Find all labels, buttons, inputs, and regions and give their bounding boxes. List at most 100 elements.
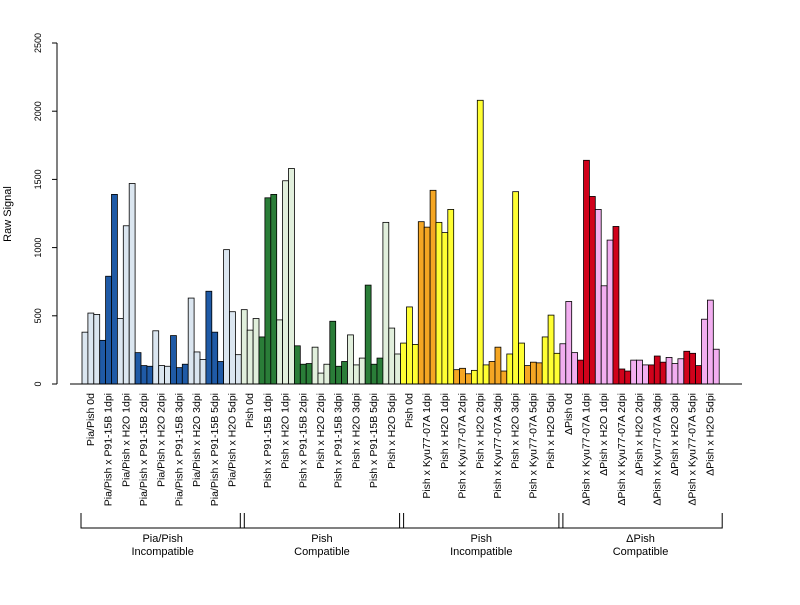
bar (270, 194, 278, 385)
x-tick-label: Pia/Pish x H2O 1dpi (120, 393, 132, 487)
bar-cluster (524, 361, 543, 385)
bar (329, 320, 337, 385)
bar (435, 221, 443, 385)
bar (653, 355, 661, 385)
bar (234, 354, 242, 385)
bar (335, 365, 343, 385)
bar-cluster (240, 309, 260, 385)
bar-cluster (293, 345, 313, 385)
bar (589, 196, 596, 385)
x-tick-label: Pish x H2O 2dpi (315, 393, 327, 469)
x-tick-label: Pia/Pish x P91-15B 5dpi (209, 393, 221, 506)
x-tick-label: ΔPish x H2O 3dpi (669, 393, 681, 476)
bar (205, 290, 213, 385)
bar (122, 225, 130, 385)
x-tick-label: Pia/Pish x H2O 3dpi (191, 393, 203, 487)
x-tick-label: Pia/Pish x P91-15B 3dpi (173, 393, 185, 506)
bar (158, 365, 165, 385)
bar (81, 331, 89, 385)
bar-cluster (612, 226, 632, 385)
bar (541, 336, 549, 385)
x-tick-label: Pish x P91-15B 5dpi (368, 393, 380, 488)
bar (630, 359, 638, 385)
bar-cluster (205, 290, 224, 385)
group-bracket (80, 513, 245, 529)
x-tick-label: ΔPish x H2O 5dpi (704, 393, 716, 476)
x-tick-label: Pish 0d (244, 393, 256, 428)
bar-cluster (506, 191, 525, 385)
bar (193, 351, 201, 385)
bar (411, 344, 419, 385)
bar (695, 365, 702, 385)
bar (707, 299, 714, 385)
bar (223, 249, 230, 385)
bar (559, 343, 567, 385)
bar (535, 362, 543, 385)
bar-cluster (329, 320, 348, 385)
x-tick-label: ΔPish x Kyu77-07A 1dpi (580, 393, 592, 506)
x-tick-label: Pish x H2O 1dpi (280, 393, 292, 469)
x-tick-label: Pia/Pish 0d (85, 393, 97, 446)
bar (352, 364, 360, 385)
bar-cluster (170, 335, 189, 385)
x-tick-label: Pish x Kyu77-07A 2dpi (457, 393, 469, 499)
bar (494, 346, 502, 385)
bar-cluster (559, 301, 579, 385)
y-tick-label: 500 (33, 308, 43, 323)
bar (87, 312, 95, 385)
bar-cluster (364, 284, 384, 385)
bar (240, 309, 248, 385)
bar (252, 318, 260, 385)
bar (453, 369, 461, 385)
bar (187, 297, 195, 385)
bar-cluster (648, 355, 667, 385)
bar (199, 359, 207, 385)
x-tick-label: Pia/Pish x P91-15B 1dpi (103, 393, 115, 506)
bar (111, 194, 118, 385)
bar (311, 346, 319, 385)
bar (565, 301, 573, 385)
bar (211, 331, 219, 385)
bar (671, 363, 679, 385)
bar (547, 314, 555, 385)
bar (659, 361, 667, 385)
bar (470, 369, 478, 385)
bar (394, 353, 402, 385)
x-tick-label: Pish 0d (403, 393, 415, 428)
bar (423, 226, 431, 385)
x-tick-label: Pish x P91-15B 2dpi (297, 393, 309, 488)
bar (465, 373, 472, 385)
y-tick-label: 2000 (33, 101, 43, 121)
bar-cluster (541, 314, 561, 385)
bar-cluster (435, 209, 455, 385)
bar (417, 221, 425, 385)
bar-cluster (134, 352, 154, 385)
x-tick-label: Pish x H2O 2dpi (474, 393, 486, 469)
x-tick-label: Pish x H2O 3dpi (350, 393, 362, 469)
bar (429, 189, 437, 385)
bar-cluster (187, 297, 207, 385)
group-bracket (558, 513, 723, 529)
bar (636, 359, 643, 385)
bar (648, 364, 655, 385)
bar (689, 352, 697, 385)
bar (624, 370, 632, 385)
x-tick-label: ΔPish x Kyu77-07A 3dpi (651, 393, 663, 506)
group-brackets: Pia/PishIncompatiblePishCompatiblePishIn… (80, 513, 723, 558)
bar (305, 363, 313, 385)
bar (518, 342, 525, 385)
y-axis: 0 500 1000 1500 2000 2500 (33, 33, 58, 387)
x-tick-label: Pish x H2O 1dpi (439, 393, 451, 469)
x-tick-label: Pish x Kyu77-07A 1dpi (421, 393, 433, 499)
bar (553, 352, 561, 385)
bar (382, 221, 390, 385)
bar (175, 367, 183, 385)
bar (406, 306, 413, 385)
x-tick-label: Pish x H2O 3dpi (510, 393, 522, 469)
bar-cluster (258, 194, 278, 385)
bar-cluster (665, 357, 685, 385)
bar (117, 318, 124, 385)
bar (583, 159, 590, 385)
bar-cluster (417, 189, 437, 385)
x-tick-label: ΔPish x Kyu77-07A 5dpi (687, 393, 699, 506)
